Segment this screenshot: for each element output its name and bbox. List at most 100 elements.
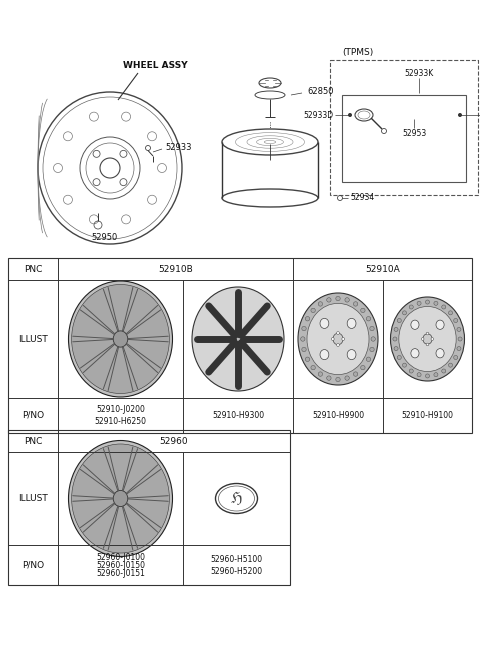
Text: 52933D: 52933D: [303, 110, 333, 120]
Bar: [330, 60, 478, 195]
Circle shape: [311, 365, 315, 370]
Circle shape: [421, 338, 424, 340]
Text: 52910-H9900: 52910-H9900: [312, 411, 364, 420]
Circle shape: [318, 302, 323, 306]
Circle shape: [425, 300, 430, 304]
Text: 52933: 52933: [165, 143, 192, 152]
Text: ℌ: ℌ: [231, 491, 242, 506]
Ellipse shape: [436, 320, 444, 329]
Ellipse shape: [72, 444, 169, 553]
Circle shape: [458, 113, 462, 117]
Text: 52910-H6250: 52910-H6250: [95, 417, 146, 426]
Ellipse shape: [436, 349, 444, 358]
Circle shape: [442, 369, 446, 373]
Circle shape: [394, 327, 398, 332]
Text: 52960-J0150: 52960-J0150: [96, 560, 145, 570]
Ellipse shape: [69, 440, 172, 556]
Circle shape: [417, 373, 421, 376]
Ellipse shape: [113, 331, 128, 347]
Circle shape: [442, 305, 446, 309]
Circle shape: [305, 357, 310, 361]
Circle shape: [366, 357, 371, 361]
Circle shape: [360, 365, 365, 370]
Circle shape: [302, 327, 306, 330]
Ellipse shape: [69, 281, 172, 397]
Ellipse shape: [423, 334, 432, 344]
Text: 52933K: 52933K: [404, 70, 433, 78]
Circle shape: [370, 327, 374, 330]
Circle shape: [360, 308, 365, 313]
Text: WHEEL ASSY: WHEEL ASSY: [123, 60, 187, 70]
Circle shape: [327, 376, 331, 380]
Circle shape: [434, 302, 438, 306]
Bar: [342, 95, 466, 182]
Text: P/NO: P/NO: [22, 411, 44, 420]
Circle shape: [409, 369, 413, 373]
Circle shape: [454, 355, 458, 359]
Circle shape: [394, 346, 398, 351]
Text: 62850: 62850: [307, 87, 334, 97]
Ellipse shape: [72, 284, 169, 394]
Circle shape: [409, 305, 413, 309]
Circle shape: [336, 344, 339, 346]
Circle shape: [454, 319, 458, 323]
Ellipse shape: [347, 350, 356, 359]
Text: 52960-H5200: 52960-H5200: [210, 566, 263, 576]
Text: 52910-J0200: 52910-J0200: [96, 405, 145, 414]
Circle shape: [458, 337, 462, 341]
Circle shape: [425, 374, 430, 378]
Ellipse shape: [320, 319, 329, 328]
Circle shape: [345, 376, 349, 380]
Ellipse shape: [333, 333, 343, 345]
Circle shape: [448, 311, 453, 315]
Ellipse shape: [391, 297, 465, 381]
Circle shape: [457, 327, 461, 332]
Ellipse shape: [231, 332, 244, 346]
Text: 52910-H9300: 52910-H9300: [212, 411, 264, 420]
Text: 52960: 52960: [160, 436, 188, 445]
Circle shape: [370, 348, 374, 351]
Circle shape: [348, 113, 352, 117]
Text: 52910B: 52910B: [158, 265, 193, 273]
Text: 52910A: 52910A: [365, 265, 400, 273]
Circle shape: [417, 302, 421, 306]
Circle shape: [302, 348, 306, 351]
Ellipse shape: [399, 306, 456, 372]
Text: 52953: 52953: [402, 129, 426, 137]
Circle shape: [342, 338, 345, 340]
Ellipse shape: [307, 304, 369, 374]
Text: 52960-J0151: 52960-J0151: [96, 568, 145, 578]
Circle shape: [336, 296, 340, 301]
Circle shape: [431, 338, 433, 340]
Text: ILLUST: ILLUST: [18, 494, 48, 503]
Circle shape: [457, 346, 461, 351]
Circle shape: [345, 298, 349, 302]
Circle shape: [353, 302, 358, 306]
Ellipse shape: [113, 490, 128, 507]
Text: PNC: PNC: [24, 436, 42, 445]
Circle shape: [305, 317, 310, 321]
Circle shape: [331, 338, 334, 340]
Ellipse shape: [411, 320, 419, 329]
Circle shape: [318, 372, 323, 376]
Text: (TPMS): (TPMS): [342, 47, 373, 57]
Text: 52934: 52934: [350, 194, 374, 202]
Circle shape: [402, 363, 407, 367]
Ellipse shape: [298, 293, 378, 385]
Circle shape: [426, 332, 429, 335]
Circle shape: [448, 363, 453, 367]
Text: P/NO: P/NO: [22, 560, 44, 570]
Circle shape: [311, 308, 315, 313]
Circle shape: [366, 317, 371, 321]
Circle shape: [397, 355, 401, 359]
Text: PNC: PNC: [24, 265, 42, 273]
Text: 52950: 52950: [92, 233, 118, 242]
Circle shape: [426, 343, 429, 346]
Text: 52960-J0100: 52960-J0100: [96, 553, 145, 562]
Circle shape: [402, 311, 407, 315]
Circle shape: [336, 332, 339, 334]
Circle shape: [336, 377, 340, 382]
Ellipse shape: [192, 287, 284, 391]
Circle shape: [371, 337, 375, 341]
Bar: [8, 430, 290, 585]
